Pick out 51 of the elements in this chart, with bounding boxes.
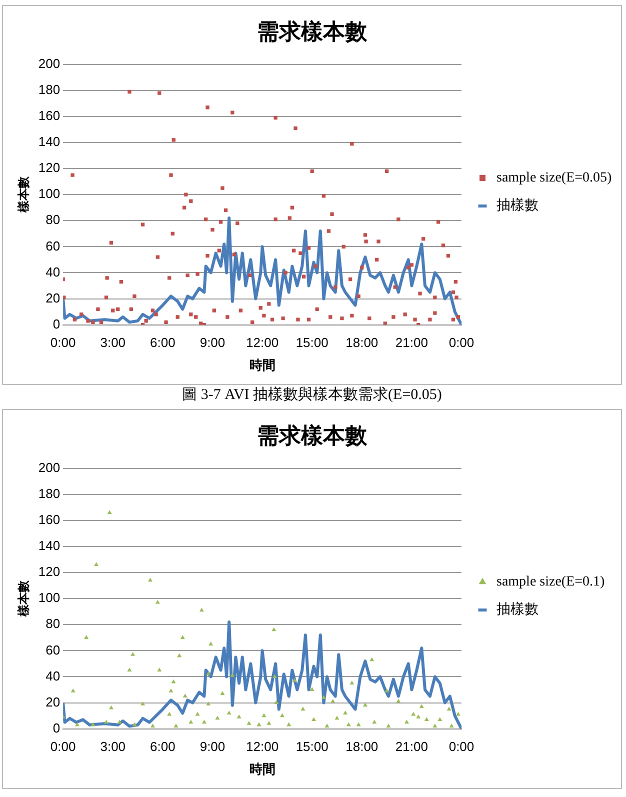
x-tick-label: 18:00 — [346, 739, 378, 754]
y-tick-label: 200 — [38, 56, 60, 71]
y-tick-label: 140 — [38, 538, 60, 554]
chart-title: 需求樣本數 — [257, 422, 368, 449]
x-tick-label: 6:00 — [150, 335, 176, 350]
y-tick-label: 140 — [38, 134, 60, 150]
y-tick-label: 0 — [52, 316, 60, 332]
y-axis-title: 樣本數 — [16, 580, 30, 618]
y-axis-title: 樣本數 — [16, 176, 30, 214]
legend-label: sample size(E=0.05) — [496, 170, 612, 186]
y-tick-label: 120 — [38, 160, 60, 176]
y-tick-label: 160 — [38, 108, 60, 124]
legend-label: 抽樣數 — [496, 602, 538, 618]
x-tick-label: 0:00 — [448, 335, 474, 350]
x-tick-label: 0:00 — [50, 335, 76, 350]
legend-label: sample size(E=0.1) — [496, 574, 606, 590]
x-tick-label: 3:00 — [100, 335, 126, 350]
y-tick-label: 120 — [38, 564, 60, 580]
y-tick-label: 100 — [38, 186, 60, 202]
y-tick-label: 180 — [38, 486, 60, 502]
y-tick-label: 40 — [46, 264, 60, 280]
y-tick-label: 80 — [46, 212, 60, 228]
y-tick-label: 100 — [38, 590, 60, 606]
x-tick-label: 9:00 — [200, 739, 226, 754]
x-tick-label: 0:00 — [50, 739, 76, 754]
x-tick-label: 12:00 — [246, 335, 279, 350]
x-tick-label: 18:00 — [346, 335, 378, 350]
x-axis-title: 時間 — [249, 358, 276, 374]
x-tick-label: 12:00 — [246, 739, 279, 754]
y-tick-label: 0 — [52, 720, 60, 736]
legend-label: 抽樣數 — [496, 198, 538, 214]
y-tick-label: 80 — [46, 616, 60, 632]
y-tick-label: 60 — [46, 238, 60, 254]
x-tick-label: 6:00 — [150, 739, 176, 754]
x-tick-label: 9:00 — [200, 335, 226, 350]
y-tick-label: 40 — [46, 668, 60, 684]
x-tick-label: 15:00 — [296, 739, 328, 754]
caption: 圖 3-7 AVI 抽樣數與樣本數需求(E=0.05) — [181, 386, 443, 405]
x-tick-label: 21:00 — [395, 335, 428, 350]
y-tick-label: 160 — [38, 512, 60, 528]
x-tick-label: 21:00 — [395, 739, 428, 754]
y-tick-label: 200 — [38, 460, 60, 475]
y-tick-label: 60 — [46, 642, 60, 658]
y-tick-label: 20 — [46, 290, 60, 306]
x-tick-label: 15:00 — [296, 335, 328, 350]
y-tick-label: 20 — [46, 694, 60, 710]
chart-title: 需求樣本數 — [257, 18, 368, 45]
y-tick-label: 180 — [38, 82, 60, 98]
x-tick-label: 0:00 — [448, 739, 474, 754]
x-axis-title: 時間 — [249, 762, 276, 778]
x-tick-label: 3:00 — [100, 739, 126, 754]
